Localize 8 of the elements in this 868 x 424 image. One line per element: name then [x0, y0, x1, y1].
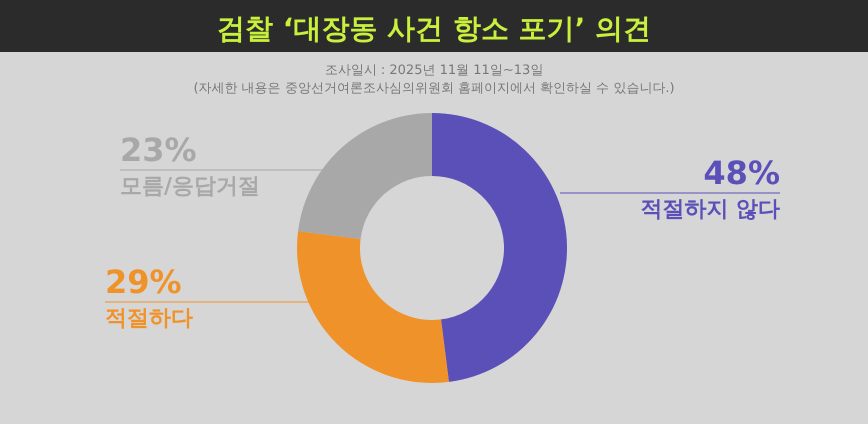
data-label: 29% [105, 263, 182, 301]
data-label: 48% [703, 154, 780, 192]
chart-subtitle: 조사일시 : 2025년 11월 11일~13일 [324, 63, 544, 78]
donut-slice [432, 113, 567, 382]
chart-title: 검찰 ‘대장동 사건 항소 포기’ 의견 [216, 12, 652, 45]
text: (자세한 내용은 중앙선거여론조사심의위원회 홈페이지에서 확인하실 수 있습니다.) [193, 81, 675, 96]
slice-label: 적절하다 [105, 306, 193, 331]
slice-label: 적절하지 않다 [640, 197, 780, 222]
